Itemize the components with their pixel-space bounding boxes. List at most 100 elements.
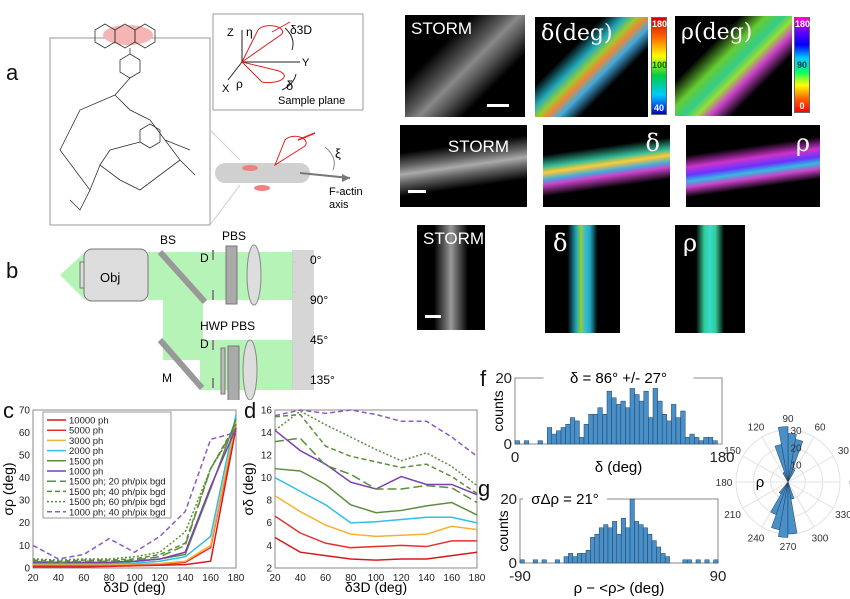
y-tick-label: 40	[19, 473, 31, 484]
histogram-bar	[556, 430, 562, 445]
histogram-bar	[592, 414, 599, 445]
rho-colorbar-mid: 90	[796, 60, 807, 70]
histogram-bar	[519, 559, 525, 564]
histogram-bar	[664, 556, 670, 564]
histogram-bar	[647, 533, 653, 564]
x-tick-label: 140	[418, 573, 435, 584]
polar-grid-spoke	[742, 455, 789, 483]
polar-grid-spoke	[787, 481, 815, 528]
histogram-bar	[574, 420, 580, 445]
histogram-bar	[638, 524, 644, 564]
storm-image-1: STORM	[405, 15, 525, 117]
delta-colorbar-min: 40	[653, 103, 664, 113]
rho-map-title: ρ	[683, 229, 698, 257]
histogram-bar	[554, 559, 560, 564]
y-axis-label: σρ (deg)	[0, 462, 16, 515]
histogram-bar	[590, 537, 596, 564]
histogram-bar	[563, 556, 569, 564]
series-line-3	[33, 421, 237, 566]
pbs-2	[227, 345, 240, 400]
legend-entry: 5000 ph	[69, 426, 103, 437]
histogram-bar	[629, 498, 635, 564]
histogram-bar	[689, 433, 695, 445]
diaphragms	[212, 250, 214, 388]
delta-colorbar-max: 180	[652, 19, 668, 29]
eta-label: η	[246, 25, 253, 39]
light-beam	[60, 252, 298, 390]
y-tick-label: 10	[19, 541, 31, 552]
histogram-title: σΔρ = 21°	[531, 491, 599, 508]
series-line-8	[274, 413, 478, 495]
legend-entry: 1500 ph; 60 ph/pix bgd	[69, 497, 166, 508]
x-tick-label: 100	[368, 573, 385, 584]
xi-label: ξ	[335, 146, 341, 161]
y-tick-label: 2	[266, 563, 272, 574]
x-tick-label: 140	[177, 573, 194, 584]
m-label: M	[162, 371, 172, 385]
theta-tick-label: 60	[814, 423, 826, 434]
y-axis-label: σδ (deg)	[240, 462, 256, 515]
y-tick-label: 12	[261, 450, 273, 461]
plot-frame-d	[274, 409, 478, 569]
angle-label-135: 135°	[310, 373, 335, 387]
series-line-10	[274, 409, 478, 457]
x-tick-label: 180	[228, 573, 245, 584]
x-tick-label: 120	[393, 573, 410, 584]
storm-label: STORM	[411, 19, 473, 38]
histogram-bar	[666, 420, 672, 445]
delta-colorbar: 180 100 40	[651, 17, 667, 115]
y-tick-label: 30	[19, 496, 31, 507]
polar-grid-spoke	[742, 481, 789, 509]
legend-entry: 1500 ph; 40 ph/pix bgd	[69, 487, 166, 498]
rho-map-1: ρ(deg)	[675, 16, 792, 116]
panel-label-a: a	[6, 60, 19, 85]
actin-filament	[215, 132, 351, 191]
y-tick-label: 6	[266, 518, 272, 529]
histogram-bar	[598, 527, 604, 564]
y-tick-label: 0	[504, 436, 512, 453]
histogram-bar	[652, 387, 658, 445]
histogram-bar	[606, 390, 612, 445]
x-axis-label: X	[222, 83, 230, 95]
orientation-axes	[227, 21, 300, 91]
legend-entry: 1000 ph; 40 ph/pix bgd	[69, 507, 166, 518]
x-tick-label: -90	[509, 568, 531, 585]
histogram-bar	[651, 540, 657, 564]
theta-tick-label: 30	[838, 446, 850, 457]
histogram-bar	[620, 517, 626, 564]
angle-label-90: 90°	[310, 293, 328, 307]
histogram-bar	[541, 559, 547, 564]
rho-map-title: ρ(deg)	[681, 20, 753, 45]
histogram-bar	[625, 527, 631, 564]
z-axis-label: Z	[227, 27, 234, 39]
panel-label-d: d	[244, 398, 257, 423]
histogram-bar	[537, 440, 543, 445]
series-line-4	[274, 477, 478, 524]
x-tick-label: 60	[320, 573, 332, 584]
d-label-1: D	[200, 251, 209, 265]
x-tick-label: 180	[709, 449, 734, 466]
histogram-bar	[671, 404, 677, 445]
panel-label-g: g	[478, 476, 491, 501]
y-tick-label: 70	[19, 405, 31, 416]
theta-tick-label: 120	[748, 423, 765, 434]
rho-colorbar-max: 180	[795, 19, 811, 29]
histogram-bar	[583, 423, 589, 445]
rho-map-3: ρ	[675, 225, 745, 333]
legend-entry: 2000 ph	[69, 446, 103, 457]
histogram-bar	[643, 390, 649, 445]
series-line-9	[32, 427, 237, 561]
y-tick-label: 8	[266, 496, 272, 507]
panel-b-diagram: Obj BS PBS D HWP PBS D M 0° 90° 45° 135°	[60, 230, 335, 400]
x-axis-label: δ (deg)	[595, 459, 643, 476]
x-tick-label: 20	[27, 573, 39, 584]
y-tick-label: 0	[509, 555, 517, 572]
histogram-bar	[572, 556, 578, 564]
series-line-5	[274, 467, 478, 516]
histogram-bar	[602, 414, 608, 445]
legend-entry: 3000 ph	[69, 436, 103, 447]
series-line-1	[274, 536, 478, 561]
histogram-bar	[675, 417, 681, 445]
d-label-2: D	[200, 337, 209, 351]
histogram-bar	[634, 521, 640, 564]
